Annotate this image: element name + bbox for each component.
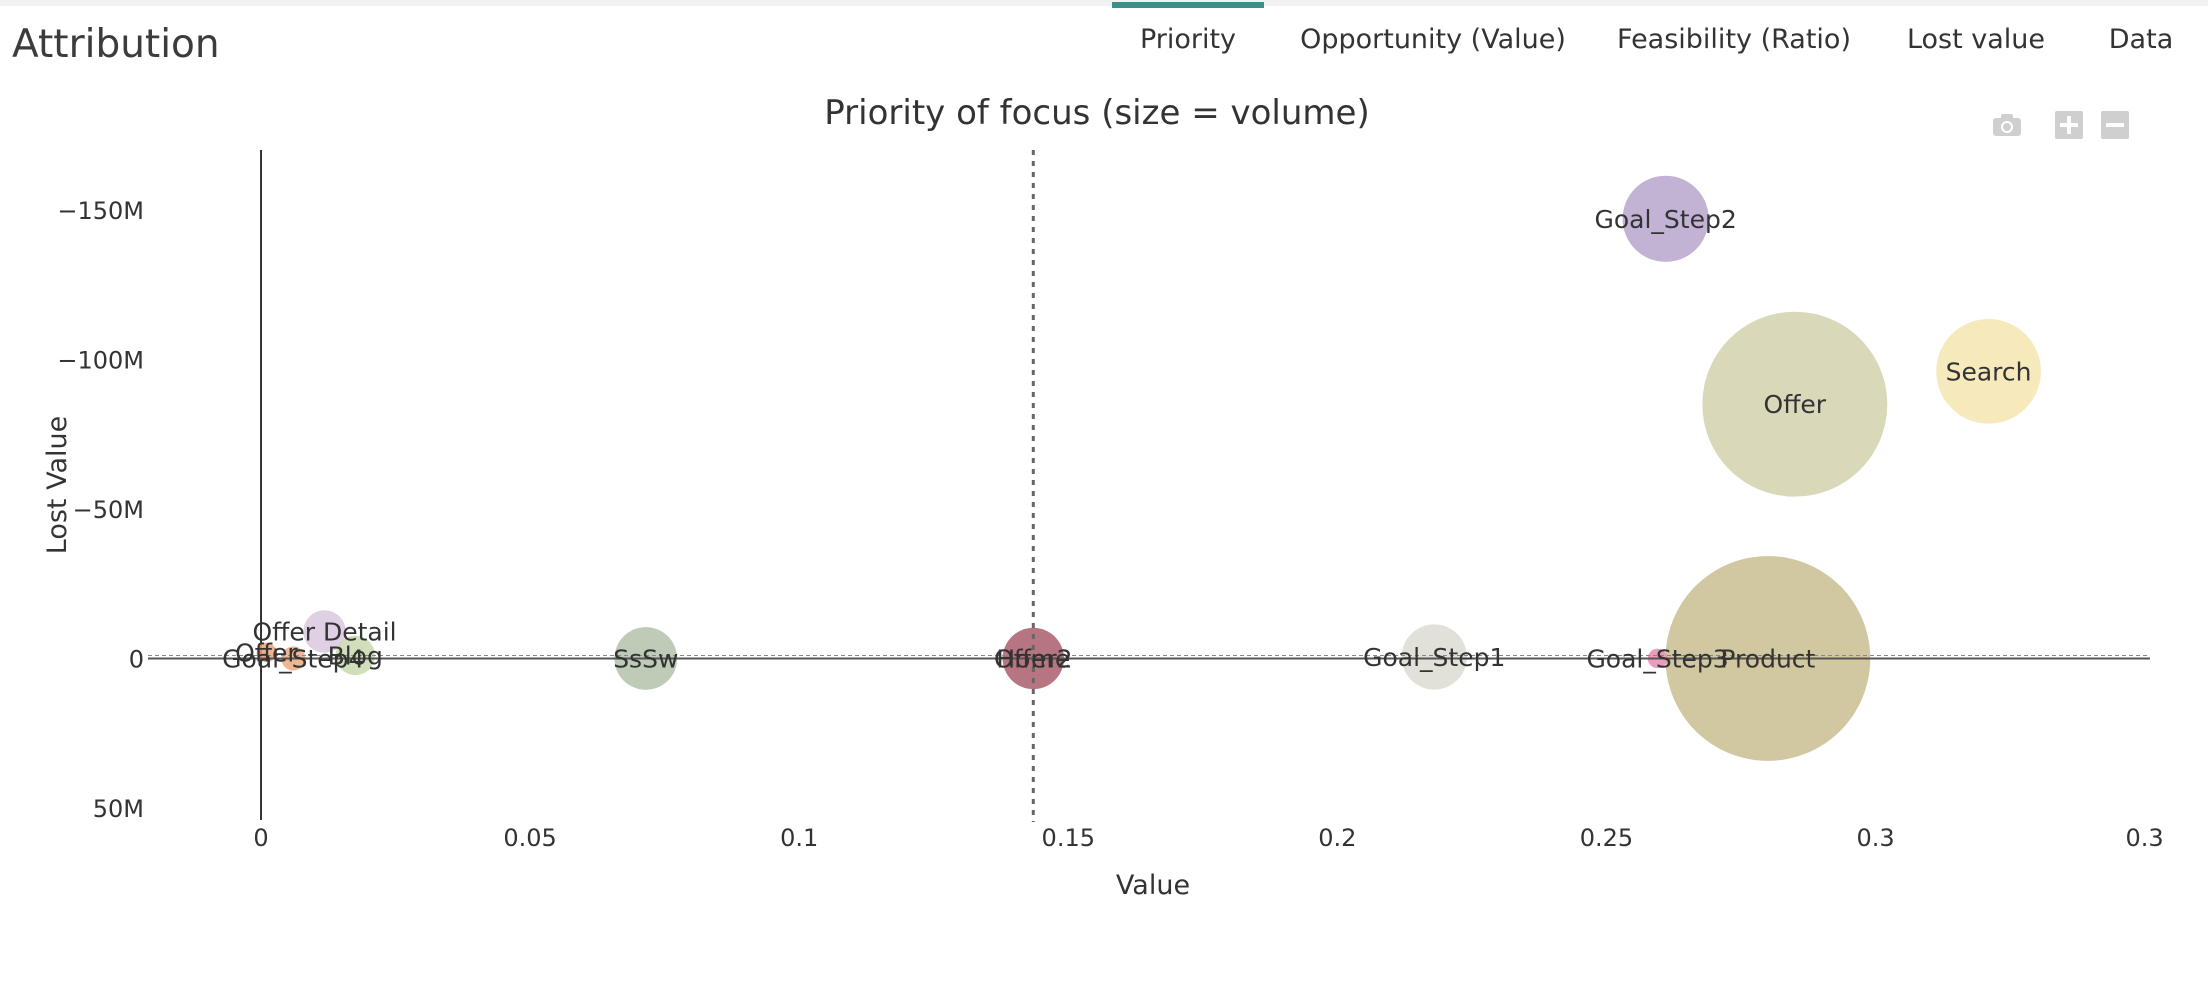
x-tick-label: 0.05: [503, 824, 556, 852]
bubble-label: Offer Detail: [252, 618, 396, 647]
y-tick-label: −150M: [57, 197, 144, 225]
bubble-label: Goal_Step4: [222, 644, 364, 673]
bubble-label: Offer: [235, 638, 298, 667]
zoom-in-icon[interactable]: [2052, 108, 2086, 142]
y-axis-title: Lost Value: [42, 416, 73, 554]
x-axis-title: Value: [1116, 870, 1190, 901]
bubble-point: [1702, 311, 1888, 497]
x-tick-label: 0.2: [1318, 824, 1356, 852]
x-tick-label: 0.15: [1042, 824, 1095, 852]
bubble-point: [1622, 175, 1709, 262]
tab-bar: Priority Opportunity (Value) Feasibility…: [0, 0, 2208, 80]
bubble-label: Blog: [328, 641, 383, 670]
bubble-label: Goal_Step1: [1363, 643, 1505, 672]
bubble-point: [1936, 318, 2041, 424]
bubble-label: Offer: [1764, 390, 1827, 419]
tab-priority[interactable]: Priority: [1112, 2, 1264, 72]
x-tick-label: 0: [253, 824, 268, 852]
bubble-label: Product: [1720, 644, 1815, 673]
x-tick-label: 0.1: [780, 824, 818, 852]
camera-icon[interactable]: [1990, 108, 2024, 142]
bubble-label: Offer2: [994, 644, 1072, 673]
y-tick-label: −50M: [73, 496, 144, 524]
bubble-label: Goal_Step2: [1595, 205, 1737, 234]
chart-modebar: [1990, 108, 2130, 142]
tab-feasibility-ratio[interactable]: Feasibility (Ratio): [1617, 24, 1851, 55]
bubble-point: [303, 610, 346, 653]
bubble-label: Goal_Step3: [1586, 644, 1728, 673]
x-tick-label: 0.3: [1856, 824, 1894, 852]
x-tick-label: 0.3: [2126, 824, 2164, 852]
bubble-label: Search: [1946, 357, 2032, 386]
x-tick-label: 0.25: [1580, 824, 1633, 852]
zoom-out-icon[interactable]: [2098, 108, 2132, 142]
y-tick-label: 50M: [93, 795, 144, 823]
bubble-label: Home: [996, 644, 1070, 673]
y-tick-label: 0: [129, 645, 144, 673]
bubble-label: SsSw: [613, 644, 678, 673]
y-tick-label: −100M: [57, 346, 144, 374]
tab-lost-value[interactable]: Lost value: [1906, 24, 2046, 55]
bubble-point: [256, 642, 277, 663]
tab-data[interactable]: Data: [2108, 24, 2174, 55]
bubble-point: [1401, 624, 1467, 690]
chart-title: Priority of focus (size = volume): [824, 93, 1369, 133]
page-title: Attribution: [12, 22, 220, 67]
bubble-point: [335, 635, 375, 676]
tab-opportunity-value[interactable]: Opportunity (Value): [1300, 24, 1566, 55]
top-border: [0, 0, 2208, 6]
